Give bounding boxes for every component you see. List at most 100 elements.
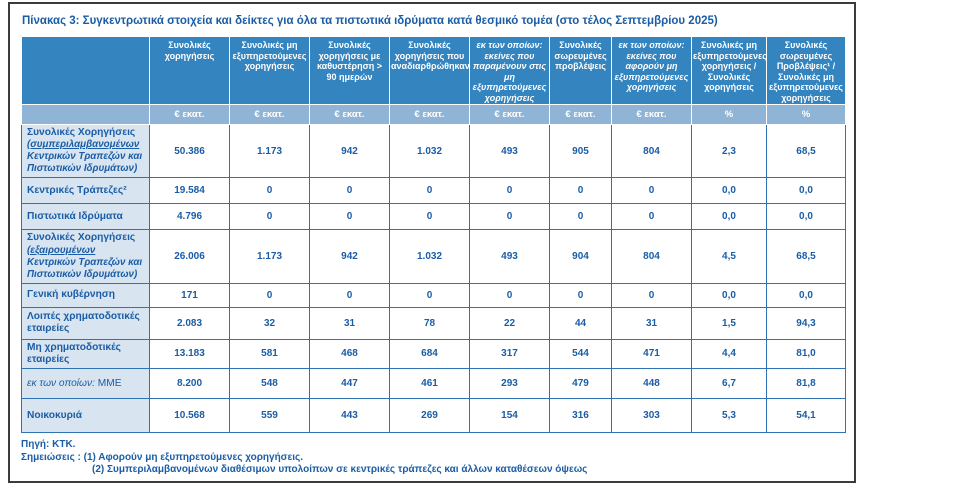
data-cell: 0,0 bbox=[691, 203, 767, 231]
data-cell: 0 bbox=[469, 203, 550, 231]
data-cell: 19.584 bbox=[149, 177, 230, 205]
data-cell: 316 bbox=[549, 398, 612, 434]
data-cell: 0 bbox=[389, 177, 470, 205]
row-label: Κεντρικές Τράπεζες² bbox=[21, 177, 150, 205]
unit-cell: € εκατ. bbox=[389, 104, 470, 125]
units-row: € εκατ. € εκατ. € εκατ. € εκατ. € εκατ. … bbox=[21, 104, 846, 125]
data-cell: 1,5 bbox=[691, 306, 767, 340]
data-cell: 548 bbox=[229, 368, 310, 400]
data-cell: 0,0 bbox=[691, 282, 767, 308]
data-cell: 0 bbox=[611, 282, 692, 308]
data-cell: 6,7 bbox=[691, 368, 767, 400]
data-cell: 544 bbox=[549, 338, 612, 370]
page-title: Πίνακας 3: Συγκεντρωτικά στοιχεία και δε… bbox=[22, 15, 718, 27]
data-cell: 0 bbox=[469, 177, 550, 205]
data-cell: 447 bbox=[309, 368, 390, 400]
unit-cell: € εκατ. bbox=[229, 104, 310, 125]
row-label: Πιστωτικά Ιδρύματα bbox=[21, 203, 150, 231]
row-label: Συνολικές Χορηγήσεις (εξαιρουμένων Κεντρι… bbox=[21, 229, 150, 284]
data-cell: 0 bbox=[229, 203, 310, 231]
row-label: Γενική κυβέρνηση bbox=[21, 282, 150, 308]
data-cell: 0 bbox=[389, 282, 470, 308]
data-cell: 54,1 bbox=[766, 398, 846, 434]
table-row: Πιστωτικά Ιδρύματα 4.796 0 0 0 0 0 0 0,0… bbox=[21, 203, 846, 231]
row-label: Νοικοκυριά bbox=[21, 398, 150, 434]
footer-note-2: (2) Συμπεριλαμβανομένων διαθέσιμων υπολο… bbox=[92, 464, 588, 476]
table-row: εκ των οποίων: ΜΜΕ 8.200 548 447 461 293… bbox=[21, 368, 846, 400]
unit-cell: € εκατ. bbox=[149, 104, 230, 125]
data-cell: 0,0 bbox=[766, 203, 846, 231]
data-cell: 479 bbox=[549, 368, 612, 400]
data-cell: 26.006 bbox=[149, 229, 230, 284]
data-cell: 443 bbox=[309, 398, 390, 434]
data-cell: 44 bbox=[549, 306, 612, 340]
data-cell: 461 bbox=[389, 368, 470, 400]
data-cell: 0 bbox=[611, 177, 692, 205]
data-cell: 0,0 bbox=[766, 177, 846, 205]
unit-cell: € εκατ. bbox=[611, 104, 692, 125]
data-cell: 269 bbox=[389, 398, 470, 434]
data-cell: 81,8 bbox=[766, 368, 846, 400]
data-cell: 0 bbox=[469, 282, 550, 308]
data-cell: 804 bbox=[611, 123, 692, 179]
data-cell: 22 bbox=[469, 306, 550, 340]
data-cell: 905 bbox=[549, 123, 612, 179]
data-cell: 68,5 bbox=[766, 123, 846, 179]
column-header: Συνολικές μη εξυπηρετούμενες χορηγήσεις bbox=[229, 36, 310, 105]
data-cell: 1.173 bbox=[229, 123, 310, 179]
table-row: Συνολικές Χορηγήσεις (συμπεριλαμβανομένων… bbox=[21, 123, 846, 179]
data-cell: 303 bbox=[611, 398, 692, 434]
data-cell: 0 bbox=[309, 203, 390, 231]
data-cell: 1.032 bbox=[389, 229, 470, 284]
data-cell: 8.200 bbox=[149, 368, 230, 400]
data-cell: 78 bbox=[389, 306, 470, 340]
unit-cell: € εκατ. bbox=[549, 104, 612, 125]
column-header: Συνολικές χορηγήσεις με καθυστέρηση > 90… bbox=[309, 36, 390, 105]
data-cell: 1.173 bbox=[229, 229, 310, 284]
table-row: Κεντρικές Τράπεζες² 19.584 0 0 0 0 0 0 0… bbox=[21, 177, 846, 205]
data-cell: 81,0 bbox=[766, 338, 846, 370]
data-cell: 4,4 bbox=[691, 338, 767, 370]
data-cell: 2,3 bbox=[691, 123, 767, 179]
row-label: εκ των οποίων: ΜΜΕ bbox=[21, 368, 150, 400]
data-cell: 4.796 bbox=[149, 203, 230, 231]
column-header: εκ των οποίων: εκείνες που παραμένουν στ… bbox=[469, 36, 550, 105]
data-cell: 904 bbox=[549, 229, 612, 284]
data-cell: 31 bbox=[309, 306, 390, 340]
outer-frame: Πίνακας 3: Συγκεντρωτικά στοιχεία και δε… bbox=[8, 2, 856, 483]
column-header: εκ των οποίων: εκείνες που αφορούν μη εξ… bbox=[611, 36, 692, 105]
column-header: Συνολικές μη εξυπηρετούμενες χορηγήσεις … bbox=[691, 36, 767, 105]
data-cell: 31 bbox=[611, 306, 692, 340]
data-cell: 94,3 bbox=[766, 306, 846, 340]
data-cell: 684 bbox=[389, 338, 470, 370]
unit-cell: € εκατ. bbox=[469, 104, 550, 125]
data-cell: 317 bbox=[469, 338, 550, 370]
data-cell: 0 bbox=[549, 177, 612, 205]
data-cell: 942 bbox=[309, 229, 390, 284]
footer-source: Πηγή: ΚΤΚ. bbox=[21, 439, 76, 451]
data-cell: 1.032 bbox=[389, 123, 470, 179]
units-corner-cell bbox=[21, 104, 150, 125]
data-cell: 293 bbox=[469, 368, 550, 400]
data-cell: 471 bbox=[611, 338, 692, 370]
column-header: Συνολικές σωρευμένες Προβλέψεις¹ / Συνολ… bbox=[766, 36, 846, 105]
data-cell: 0,0 bbox=[766, 282, 846, 308]
header-row: Συνολικές χορηγήσεις Συνολικές μη εξυπηρ… bbox=[21, 36, 846, 105]
table-row: Νοικοκυριά 10.568 559 443 269 154 316 30… bbox=[21, 398, 846, 434]
data-cell: 0 bbox=[229, 282, 310, 308]
data-cell: 0 bbox=[389, 203, 470, 231]
data-cell: 5,3 bbox=[691, 398, 767, 434]
data-cell: 493 bbox=[469, 123, 550, 179]
data-cell: 804 bbox=[611, 229, 692, 284]
data-cell: 468 bbox=[309, 338, 390, 370]
data-cell: 0 bbox=[611, 203, 692, 231]
table-row: Λοιπές χρηματοδοτικές εταιρείες 2.083 32… bbox=[21, 306, 846, 340]
column-header: Συνολικές χορηγήσεις bbox=[149, 36, 230, 105]
data-cell: 0 bbox=[229, 177, 310, 205]
row-label: Συνολικές Χορηγήσεις (συμπεριλαμβανομένων… bbox=[21, 123, 150, 179]
data-cell: 32 bbox=[229, 306, 310, 340]
table-row: Μη χρηματοδοτικές εταιρείες 13.183 581 4… bbox=[21, 338, 846, 370]
data-cell: 0 bbox=[309, 177, 390, 205]
table-row: Γενική κυβέρνηση 171 0 0 0 0 0 0 0,0 0,0 bbox=[21, 282, 846, 308]
corner-cell bbox=[21, 36, 150, 105]
